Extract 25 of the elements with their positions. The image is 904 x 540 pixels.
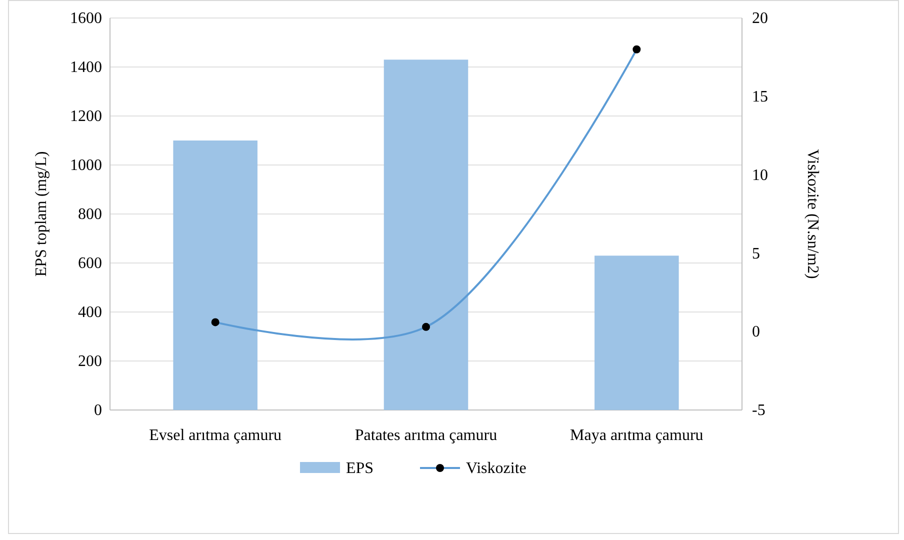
x-tick-label: Maya arıtma çamuru bbox=[570, 427, 704, 444]
x-tick-label: Patates arıtma çamuru bbox=[354, 427, 498, 444]
y-tick-label: 400 bbox=[78, 304, 102, 322]
y-tick-label: 1000 bbox=[70, 157, 102, 174]
bar bbox=[594, 256, 679, 410]
y-tick-label: 1200 bbox=[70, 108, 102, 126]
y-tick-label: 1600 bbox=[70, 10, 102, 28]
bar bbox=[173, 140, 258, 410]
y2-tick-label: 0 bbox=[752, 324, 760, 341]
y-axis-title: EPS toplam (mg/L) bbox=[33, 151, 50, 277]
y-tick-label: 1400 bbox=[70, 59, 102, 76]
y2-tick-label: 20 bbox=[752, 10, 768, 28]
y2-tick-label: 15 bbox=[752, 88, 768, 106]
y2-tick-label: -5 bbox=[752, 402, 766, 420]
legend-label: Viskozite bbox=[466, 460, 526, 477]
x-tick-label: Evsel arıtma çamuru bbox=[149, 427, 282, 444]
y2-tick-label: 10 bbox=[752, 166, 768, 184]
y2-axis-title: Viskozite (N.sn/m2) bbox=[804, 149, 821, 279]
y-tick-label: 800 bbox=[78, 206, 102, 224]
y-tick-label: 0 bbox=[94, 402, 102, 420]
legend-label: EPS bbox=[346, 460, 374, 477]
y-tick-label: 600 bbox=[78, 255, 102, 272]
y-tick-label: 200 bbox=[78, 353, 102, 370]
bar bbox=[384, 60, 468, 410]
y2-tick-label: 5 bbox=[752, 245, 760, 262]
